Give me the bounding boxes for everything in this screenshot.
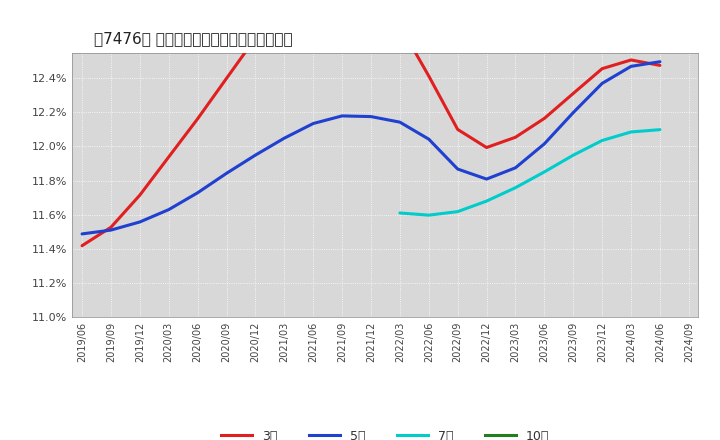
Text: ［7476］ 経常利益マージンの平均値の推移: ［7476］ 経常利益マージンの平均値の推移 — [94, 31, 292, 46]
Legend: 3年, 5年, 7年, 10年: 3年, 5年, 7年, 10年 — [216, 425, 554, 440]
